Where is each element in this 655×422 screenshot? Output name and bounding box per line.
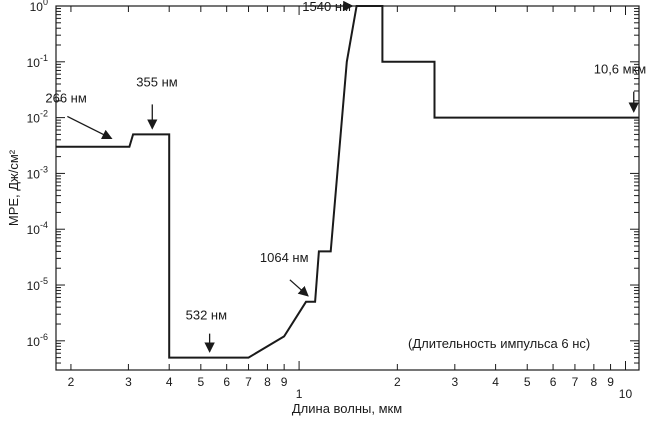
x-tick-label: 9	[607, 375, 614, 389]
y-tick-label: 10-5	[27, 276, 48, 293]
x-tick-label: 10	[619, 387, 633, 401]
x-tick-label: 6	[223, 375, 230, 389]
x-tick-label: 3	[451, 375, 458, 389]
x-tick-label: 3	[125, 375, 132, 389]
y-tick-label: 100	[30, 0, 48, 14]
x-tick-label: 8	[264, 375, 271, 389]
annotation: 1064 нм	[260, 250, 309, 297]
x-tick-label: 2	[68, 375, 75, 389]
x-tick-label: 9	[281, 375, 288, 389]
x-tick-label: 8	[591, 375, 598, 389]
y-minor-ticks	[56, 8, 639, 364]
x-axis-title: Длина волны, мкм	[292, 401, 402, 416]
annotation: 10,6 мкм	[594, 62, 647, 113]
x-tick-label: 2	[394, 375, 401, 389]
mpe-series-line	[56, 5, 639, 359]
y-tick-label: 10-3	[27, 164, 48, 181]
annotation-label: 532 нм	[186, 308, 227, 323]
annotation-label: 355 нм	[136, 74, 177, 89]
annotation-label: 10,6 мкм	[594, 62, 647, 77]
x-tick-label: 4	[492, 375, 499, 389]
annotation: 266 нм	[45, 90, 113, 140]
x-tick-label: 6	[550, 375, 557, 389]
annotations: 266 нм 355 нм 532 нм 1064 нм 1540 нм 10,6 мкм	[45, 0, 647, 353]
y-axis-title: MPE, Дж/см²	[6, 149, 21, 226]
x-tick-label: 7	[572, 375, 579, 389]
annotation-arrow	[289, 279, 309, 297]
pulse-duration-note: (Длительность импульса 6 нс)	[408, 336, 590, 351]
y-ticks: 100 10-1 10-2 10-3 10-4 10-5 10-6	[27, 0, 639, 349]
annotation-label: 266 нм	[45, 90, 86, 105]
annotation-arrow	[67, 115, 113, 140]
x-tick-label: 1	[296, 387, 303, 401]
annotation-label: 1064 нм	[260, 250, 309, 265]
y-tick-label: 10-4	[27, 220, 48, 237]
annotation: 355 нм	[136, 74, 178, 130]
x-tick-label: 5	[197, 375, 204, 389]
y-tick-label: 10-2	[27, 109, 48, 126]
x-tick-label: 7	[245, 375, 252, 389]
x-tick-label: 4	[166, 375, 173, 389]
x-tick-label: 5	[524, 375, 531, 389]
annotation: 1540 нм	[302, 0, 354, 14]
annotation-label: 1540 нм	[302, 0, 351, 14]
y-tick-label: 10-6	[27, 332, 48, 349]
x-ticks: 2 3 4 5 6 7 8 912 3 4 5 6 7 8 910	[68, 6, 633, 401]
annotation: 532 нм	[186, 308, 227, 353]
y-tick-label: 10-1	[27, 53, 48, 70]
